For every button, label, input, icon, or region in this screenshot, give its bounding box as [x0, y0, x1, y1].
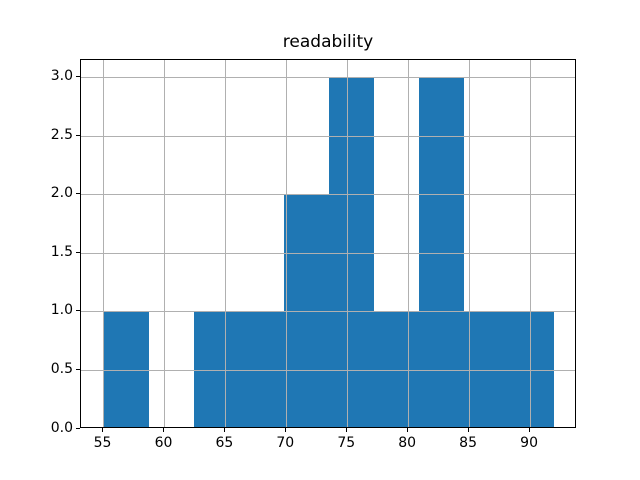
histogram-bar [283, 194, 329, 427]
histogram-bar [509, 311, 555, 427]
x-gridline [407, 60, 409, 427]
y-tick [76, 251, 80, 253]
x-tick-label: 80 [398, 435, 417, 451]
x-gridline [285, 60, 287, 427]
x-tick-label: 75 [337, 435, 356, 451]
x-tick-label: 85 [459, 435, 477, 451]
y-gridline [81, 194, 575, 196]
y-tick [76, 310, 80, 312]
y-gridline [81, 311, 575, 313]
y-tick-label: 1.0 [50, 302, 73, 319]
y-tick-label: 2.5 [50, 126, 73, 143]
x-gridline [529, 60, 531, 427]
histogram-bar [374, 311, 420, 427]
x-gridline [346, 60, 348, 427]
x-tick-label: 90 [520, 435, 538, 451]
plot-area [80, 59, 576, 428]
y-tick [76, 76, 80, 78]
y-gridline [81, 252, 575, 254]
y-tick [76, 134, 80, 136]
x-tick-label: 70 [276, 435, 295, 451]
x-tick [284, 428, 286, 432]
x-tick [528, 428, 530, 432]
x-tick [467, 428, 469, 432]
x-tick [223, 428, 225, 432]
y-tick-label: 1.5 [50, 243, 73, 260]
y-gridline [81, 369, 575, 371]
y-tick [76, 427, 80, 429]
x-tick [406, 428, 408, 432]
y-tick-label: 3.0 [50, 68, 73, 85]
x-tick-label: 55 [93, 435, 112, 451]
chart-title: readability [282, 32, 374, 52]
x-tick [345, 428, 347, 432]
histogram-bar [193, 311, 239, 427]
y-gridline [81, 135, 575, 137]
x-tick [163, 428, 164, 432]
x-tick-label: 60 [154, 435, 173, 451]
x-gridline [468, 60, 470, 427]
y-tick-label: 0.0 [50, 419, 73, 436]
x-tick [102, 428, 103, 432]
y-tick-label: 2.0 [50, 185, 73, 202]
y-tick [76, 193, 80, 195]
histogram-bar [103, 311, 149, 427]
histogram-bar [238, 311, 284, 427]
x-gridline [103, 60, 104, 427]
y-gridline [81, 77, 575, 79]
x-gridline [164, 60, 165, 427]
x-gridline [224, 60, 226, 427]
y-tick-label: 0.5 [50, 360, 73, 377]
histogram-bar [464, 311, 510, 427]
y-tick [76, 368, 80, 370]
x-tick-label: 65 [215, 435, 234, 451]
